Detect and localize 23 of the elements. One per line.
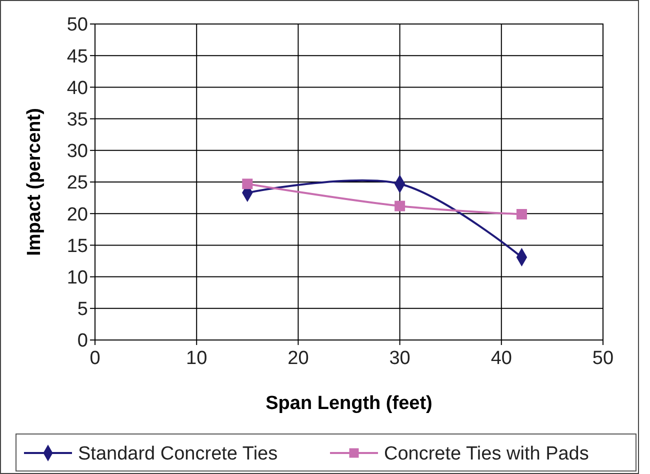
y-tick-label: 35 (66, 109, 88, 130)
y-tick-label: 40 (66, 78, 88, 99)
x-tick-label: 50 (592, 348, 614, 369)
point (394, 200, 406, 212)
x-tick-label: 30 (389, 348, 410, 369)
y-tick-label: 45 (66, 46, 88, 68)
point (242, 178, 253, 190)
y-axis-title: Impact (percent) (24, 108, 45, 256)
x-axis-title: Span Length (feet) (266, 393, 432, 414)
y-tick-label: 5 (77, 299, 88, 320)
legend-label: Concrete Ties with Pads (384, 444, 589, 465)
y-tick-label: 50 (66, 14, 88, 36)
y-tick-label: 20 (66, 204, 88, 226)
legend-label: Standard Concrete Ties (78, 444, 278, 465)
x-tick-label: 40 (490, 348, 512, 369)
point (516, 208, 527, 220)
y-tick-label: 10 (66, 267, 88, 288)
x-tick-label: 20 (288, 348, 309, 369)
x-tick-label: 10 (186, 348, 208, 369)
y-tick-label: 15 (66, 236, 88, 257)
y-tick-label: 25 (66, 172, 88, 194)
y-tick-label: 0 (77, 330, 88, 352)
y-tick-label: 30 (66, 141, 88, 162)
